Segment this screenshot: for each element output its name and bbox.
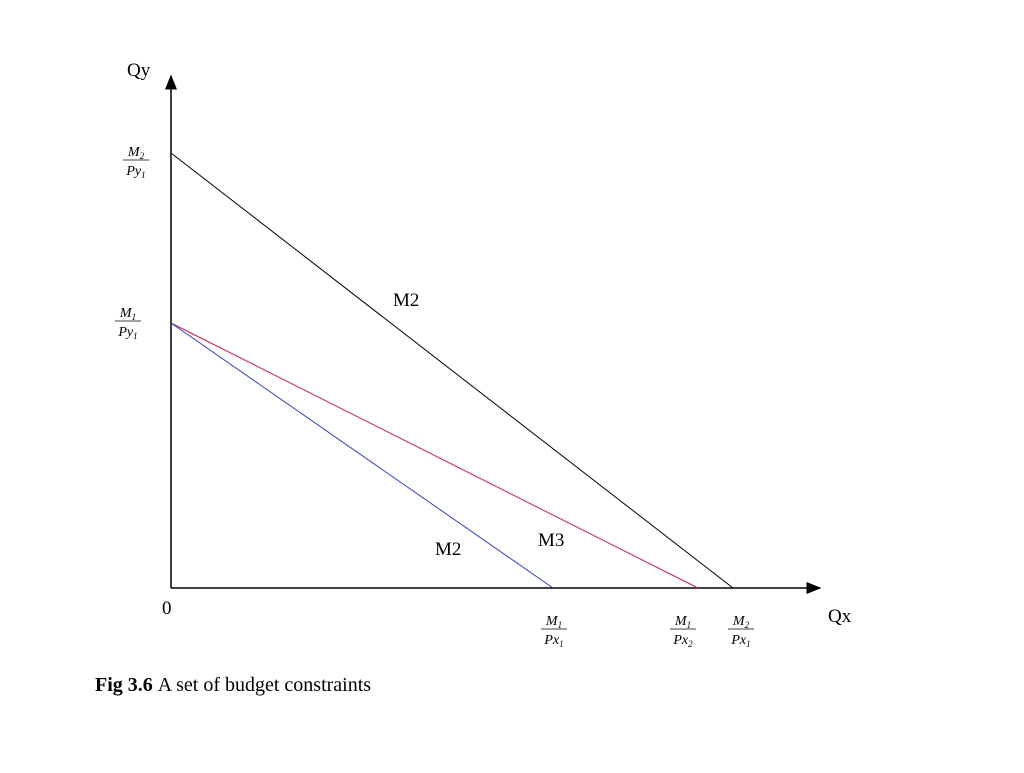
numerator: M1: [545, 614, 562, 630]
numerator-sub: 1: [558, 620, 563, 630]
line-label: M2: [435, 539, 461, 560]
denominator: Px1: [543, 633, 563, 649]
line-label: M2: [393, 290, 419, 311]
caption: Fig 3.6 A set of budget constraints: [95, 674, 371, 696]
numerator-sub: 1: [687, 620, 692, 630]
origin-label: 0: [162, 598, 172, 619]
line-label: M3: [538, 530, 564, 551]
denominator-sub: 1: [141, 170, 146, 180]
numerator-base: M: [127, 145, 141, 160]
budget-line-m1: [170, 322, 554, 589]
numerator-base: M: [674, 614, 688, 629]
numerator-sub: 2: [745, 620, 750, 630]
numerator-base: M: [732, 614, 746, 629]
caption-text: A set of budget constraints: [158, 674, 372, 696]
denominator: Px1: [730, 633, 750, 649]
denominator-base: Py: [125, 164, 142, 179]
denominator-sub: 1: [559, 639, 564, 649]
denominator: Px2: [672, 633, 693, 649]
numerator: M2: [732, 614, 750, 630]
denominator-base: Px: [543, 633, 560, 648]
denominator-base: Py: [117, 325, 134, 340]
denominator: Py1: [125, 164, 145, 180]
budget-line-m2: [170, 152, 734, 589]
y-axis-label: Qy: [127, 60, 151, 81]
numerator-base: M: [545, 614, 559, 629]
denominator-base: Px: [672, 633, 689, 648]
numerator: M1: [119, 306, 136, 322]
x-axis-label: Qx: [828, 606, 852, 627]
numerator: M1: [674, 614, 691, 630]
denominator-sub: 1: [133, 331, 138, 341]
numerator: M2: [127, 145, 145, 161]
denominator-sub: 2: [688, 639, 693, 649]
numerator-base: M: [119, 306, 133, 321]
budget-line-m3: [170, 322, 699, 589]
denominator-base: Px: [730, 633, 747, 648]
caption-figure: Fig 3.6: [95, 674, 153, 696]
denominator: Py1: [117, 325, 137, 341]
denominator-sub: 1: [746, 639, 751, 649]
numerator-sub: 2: [140, 151, 145, 161]
numerator-sub: 1: [132, 312, 137, 322]
